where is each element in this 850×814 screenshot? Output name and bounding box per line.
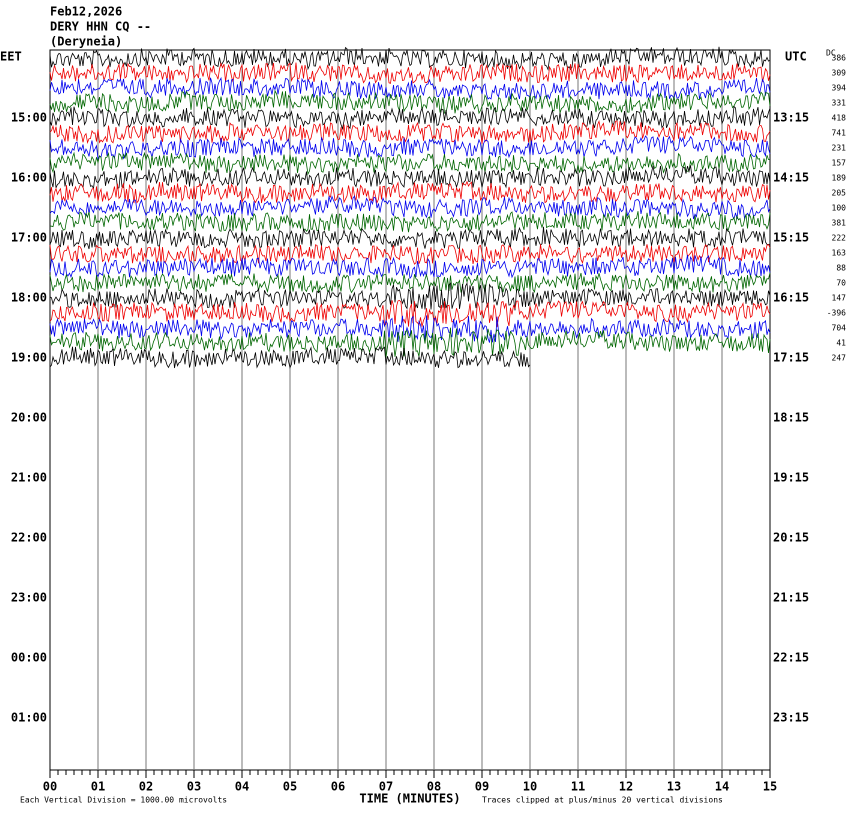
dc-title: DC (826, 49, 836, 58)
x-tick-label: 04 (235, 780, 249, 794)
place: (Deryneia) (50, 35, 122, 49)
dc-value: 163 (832, 249, 847, 258)
trace (49, 211, 771, 233)
trace (49, 120, 771, 145)
eet-label: 15:00 (11, 111, 47, 125)
utc-label: 21:15 (773, 591, 809, 605)
traces (49, 46, 771, 369)
x-tick-label: 06 (331, 780, 345, 794)
dc-value: 394 (832, 84, 847, 93)
station: DERY HHN CQ -- (50, 20, 151, 34)
eet-label: 17:00 (11, 231, 47, 245)
dc-value: 231 (832, 144, 847, 153)
utc-label: 14:15 (773, 171, 809, 185)
x-tick-label: 03 (187, 780, 201, 794)
eet-label: 20:00 (11, 411, 47, 425)
x-tick-label: 11 (571, 780, 585, 794)
eet-label: 21:00 (11, 471, 47, 485)
utc-label: 20:15 (773, 531, 809, 545)
utc-label: 19:15 (773, 471, 809, 485)
dc-value: 70 (836, 279, 846, 288)
scale-note: Each Vertical Division = 1000.00 microvo… (20, 796, 227, 805)
x-tick-label: 12 (619, 780, 633, 794)
dc-value: -396 (827, 309, 846, 318)
trace (49, 243, 771, 265)
plot-frame (49, 49, 771, 771)
x-tick-label: 15 (763, 780, 777, 794)
trace (49, 195, 771, 221)
x-tick-label: 08 (427, 780, 441, 794)
trace (49, 345, 531, 369)
x-tick-label: 10 (523, 780, 537, 794)
x-tick-label: 02 (139, 780, 153, 794)
dc-value: 147 (832, 294, 847, 303)
eet-label: 19:00 (11, 351, 47, 365)
dc-value: 222 (832, 234, 847, 243)
x-title: TIME (MINUTES) (359, 792, 460, 806)
dc-value: 41 (836, 339, 846, 348)
dc-value: 418 (832, 114, 847, 123)
eet-label: 16:00 (11, 171, 47, 185)
eet-label: 22:00 (11, 531, 47, 545)
dc-value: 100 (832, 204, 847, 213)
dc-value: 741 (832, 129, 847, 138)
x-tick-label: 00 (43, 780, 57, 794)
utc-label: 23:15 (773, 711, 809, 725)
eet-label: 01:00 (11, 711, 47, 725)
trace (49, 105, 771, 131)
utc-label: 16:15 (773, 291, 809, 305)
dc-value: 331 (832, 99, 847, 108)
eet-label: 23:00 (11, 591, 47, 605)
utc-label: 13:15 (773, 111, 809, 125)
dc-value: 157 (832, 159, 847, 168)
trace (49, 46, 771, 71)
trace (49, 254, 771, 280)
dc-value: 381 (832, 219, 847, 228)
trace (49, 89, 771, 115)
dc-value: 88 (836, 264, 846, 273)
x-tick-label: 05 (283, 780, 297, 794)
x-tick-label: 13 (667, 780, 681, 794)
clip-note: Traces clipped at plus/minus 20 vertical… (482, 796, 723, 805)
trace (49, 151, 771, 176)
eet-label: 00:00 (11, 651, 47, 665)
utc-label: 17:15 (773, 351, 809, 365)
trace (49, 299, 771, 327)
trace (49, 165, 771, 190)
x-tick-label: 07 (379, 780, 393, 794)
utc-label: 15:15 (773, 231, 809, 245)
trace (49, 180, 771, 204)
dc-value: 704 (832, 324, 847, 333)
dc-value: 205 (832, 189, 847, 198)
left-title: EET (0, 50, 22, 64)
dc-value: 247 (832, 354, 847, 363)
date: Feb12,2026 (50, 5, 122, 19)
trace (49, 327, 771, 358)
x-tick-label: 01 (91, 780, 105, 794)
trace (49, 226, 771, 250)
utc-label: 18:15 (773, 411, 809, 425)
x-tick-label: 09 (475, 780, 489, 794)
trace (49, 282, 771, 312)
trace (49, 135, 771, 161)
trace (49, 272, 771, 294)
x-tick-label: 14 (715, 780, 729, 794)
dc-value: 309 (832, 69, 847, 78)
dc-value: 189 (832, 174, 847, 183)
dc-value: 386 (832, 54, 847, 63)
right-title: UTC (785, 50, 807, 64)
utc-label: 22:15 (773, 651, 809, 665)
eet-label: 18:00 (11, 291, 47, 305)
